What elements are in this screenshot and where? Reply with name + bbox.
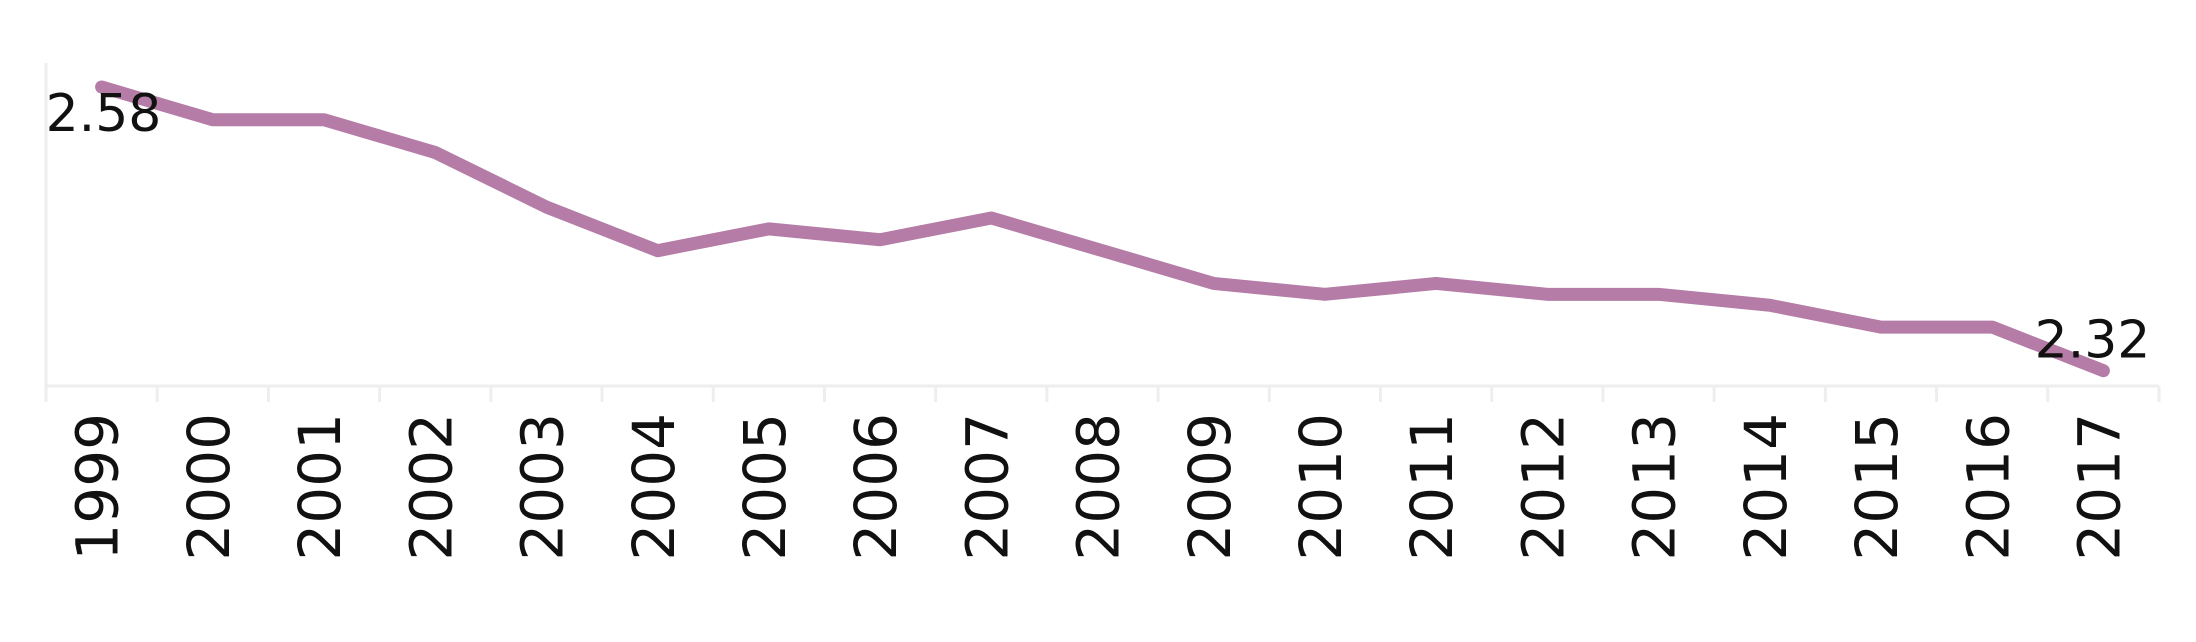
x-tick-label: 2003 [509, 413, 577, 561]
x-tick-label: 2017 [2066, 413, 2134, 561]
data-label: 2.58 [46, 84, 162, 144]
x-tick-label: 2012 [1509, 413, 1577, 561]
x-tick-label: 2010 [1287, 413, 1355, 561]
x-tick-label: 2005 [731, 413, 799, 561]
x-tick-label: 2013 [1621, 413, 1689, 561]
x-tick-label: 2000 [175, 413, 243, 561]
x-tick-label: 2011 [1398, 413, 1466, 561]
x-tick-label: 2004 [620, 413, 688, 561]
x-tick-label: 2015 [1843, 413, 1911, 561]
x-tick-label: 2016 [1954, 413, 2022, 561]
x-tick-label: 2009 [1176, 413, 1244, 561]
data-label: 2.32 [2035, 311, 2151, 371]
x-tick-label: 2007 [953, 413, 1021, 561]
x-tick-label: 2006 [842, 413, 910, 561]
x-tick-label: 1999 [64, 413, 132, 561]
x-tick-label: 2002 [397, 413, 465, 561]
x-tick-label: 2014 [1732, 413, 1800, 561]
x-tick-label: 2001 [286, 413, 354, 561]
data-line [95, 80, 2110, 378]
x-tick-label: 2008 [1065, 413, 1133, 561]
